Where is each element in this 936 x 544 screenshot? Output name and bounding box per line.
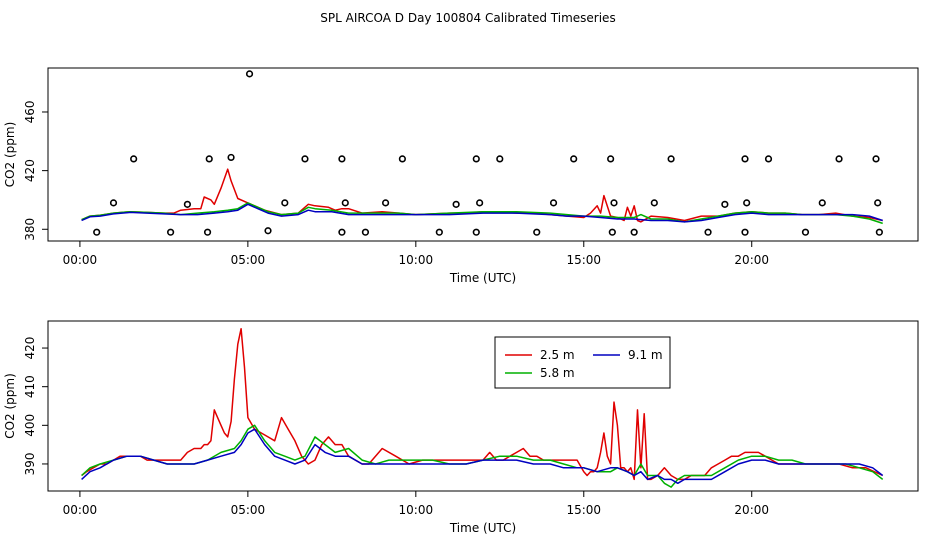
hourly-mean-point <box>361 228 370 236</box>
x-axis-label: Time (UTC) <box>449 271 516 285</box>
hourly-mean-point <box>435 228 443 236</box>
plot-frame <box>47 320 919 492</box>
hourly-mean-point <box>610 199 618 207</box>
hourly-mean-point <box>570 155 578 163</box>
series-line-91m <box>81 203 883 223</box>
x-tick-label: 05:00 <box>231 503 266 517</box>
legend-label: 9.1 m <box>628 348 663 362</box>
hourly-mean-point <box>281 199 289 207</box>
hourly-mean-point <box>227 153 235 162</box>
x-tick-label: 10:00 <box>399 503 434 517</box>
hourly-mean-point <box>549 199 558 207</box>
hourly-mean-point <box>533 228 541 236</box>
hourly-mean-point <box>630 228 638 236</box>
legend-label: 5.8 m <box>540 366 575 380</box>
hourly-mean-point <box>667 155 675 163</box>
hourly-mean-point <box>835 155 843 163</box>
hourly-mean-point <box>93 228 101 236</box>
hourly-mean-point <box>818 199 826 207</box>
hourly-mean-point <box>875 228 883 236</box>
hourly-mean-point <box>167 228 175 236</box>
hourly-mean-point <box>650 199 658 207</box>
hourly-mean-point <box>203 228 212 236</box>
series-line-91m <box>81 428 884 485</box>
y-tick-label: 400 <box>23 414 37 437</box>
hourly-mean-point <box>301 155 309 163</box>
chart-title: SPL AIRCOA D Day 100804 Calibrated Times… <box>320 11 615 25</box>
hourly-mean-point <box>608 228 616 236</box>
hourly-mean-point <box>472 228 480 236</box>
y-axis-label: CO2 (ppm) <box>3 122 17 188</box>
hourly-mean-point <box>764 155 773 163</box>
panels: 00:00 05:00 10:00 15:00 20:00 Time (UTC) 380 42… <box>3 67 919 535</box>
hourly-mean-point <box>341 199 349 207</box>
x-tick-label: 15:00 <box>566 253 601 267</box>
x-tick-label: 00:00 <box>63 503 98 517</box>
hourly-mean-point <box>130 155 138 163</box>
hourly-mean-point <box>245 70 254 78</box>
legend-box <box>494 336 671 389</box>
x-tick-label: 10:00 <box>399 253 434 267</box>
y-tick-label: 420 <box>23 159 37 182</box>
hourly-mean-point <box>264 227 272 235</box>
x-axis-label: Time (UTC) <box>449 521 516 535</box>
x-tick-label: 20:00 <box>734 503 769 517</box>
hourly-mean-point <box>472 155 480 163</box>
hourly-mean-point <box>801 228 810 236</box>
hourly-mean-point <box>741 228 749 236</box>
hourly-mean-point <box>872 155 880 163</box>
hourly-mean-point <box>338 228 346 236</box>
hourly-mean-point <box>381 199 390 207</box>
y-tick-label: 420 <box>23 337 37 360</box>
hourly-mean-point <box>704 228 712 236</box>
x-tick-label: 00:00 <box>63 253 98 267</box>
hourly-mean-point <box>109 199 118 207</box>
y-tick-label: 410 <box>23 375 37 398</box>
hourly-mean-point <box>338 155 346 163</box>
legend: 2.5 m 5.8 m 9.1 m <box>494 336 671 389</box>
y-axis-label: CO2 (ppm) <box>3 373 17 439</box>
y-tick-label: 390 <box>23 453 37 476</box>
hourly-mean-point <box>183 200 192 208</box>
x-tick-label: 15:00 <box>566 503 601 517</box>
plot-frame <box>47 67 919 242</box>
panel-2: 00:00 05:00 10:00 15:00 20:00 Time (UTC) 390 40… <box>3 320 919 535</box>
legend-label: 2.5 m <box>540 348 575 362</box>
x-tick-label: 20:00 <box>734 253 769 267</box>
hourly-mean-point <box>398 155 406 163</box>
hourly-mean-point <box>496 155 504 163</box>
y-tick-label: 380 <box>23 218 37 241</box>
y-tick-label: 460 <box>23 101 37 124</box>
hourly-mean-point <box>607 155 615 163</box>
panel-1: 00:00 05:00 10:00 15:00 20:00 Time (UTC) 380 42… <box>3 67 919 285</box>
hourly-mean-point <box>205 155 213 163</box>
hourly-mean-point <box>741 155 749 163</box>
hourly-mean-point <box>476 199 484 207</box>
hourly-mean-point <box>743 199 751 207</box>
series-line-58m <box>81 424 884 488</box>
hourly-mean-point <box>452 200 460 208</box>
hourly-mean-point <box>721 200 729 208</box>
hourly-mean-point <box>874 199 882 207</box>
x-tick-label: 05:00 <box>231 253 266 267</box>
